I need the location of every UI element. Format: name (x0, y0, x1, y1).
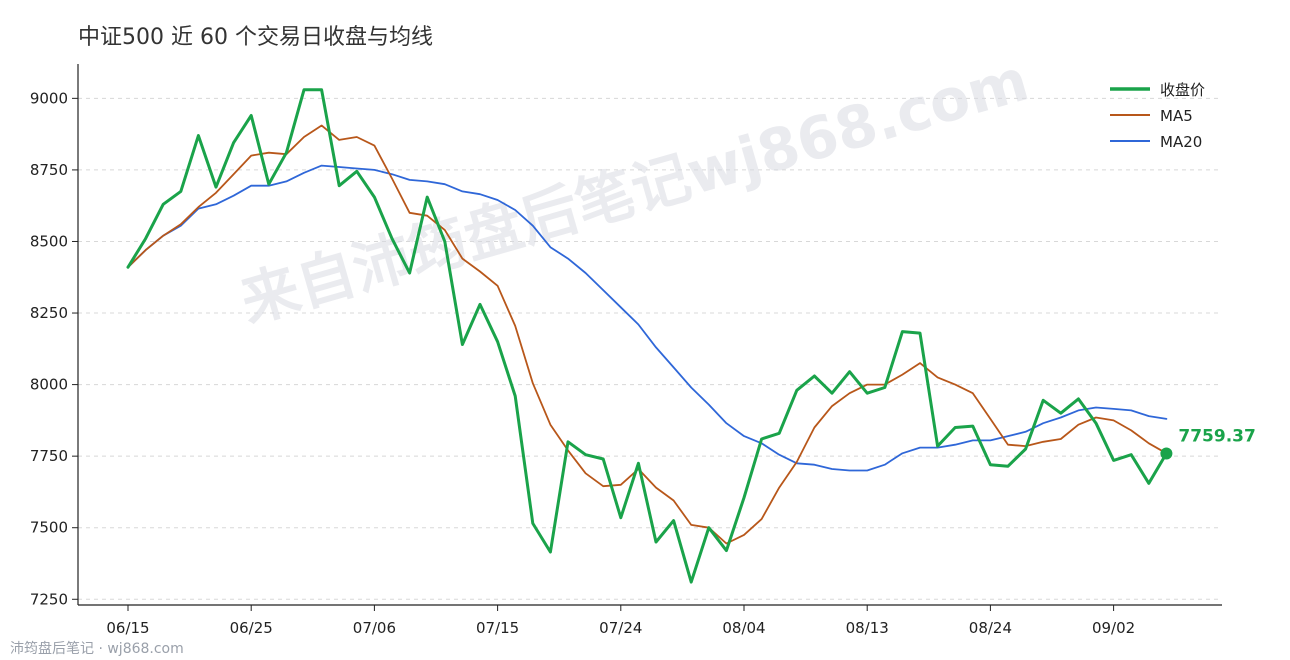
axes-layer: 7250 7500 7750 8000 8250 8500 8750 9000 06/15 06/… (30, 64, 1222, 637)
y-tick-label: 7750 (30, 447, 68, 465)
x-tick-label: 08/24 (969, 619, 1012, 637)
watermark-layer: 来自沛筠盘后笔记wj868.com (233, 46, 1035, 336)
x-tick-label: 08/13 (846, 619, 889, 637)
y-tick-label: 8000 (30, 376, 68, 394)
legend-label: MA20 (1160, 133, 1202, 151)
y-tick-label: 8500 (30, 232, 68, 250)
last-point-marker (1160, 447, 1173, 460)
grid-layer (78, 97, 1222, 600)
series-line-ma20 (127, 164, 1168, 472)
legend: 收盘价 MA5 MA20 (1110, 81, 1205, 151)
y-tick-label: 7500 (30, 519, 68, 537)
series-line-ma5 (127, 124, 1168, 545)
x-tick-label: 09/02 (1092, 619, 1135, 637)
x-tick-label: 07/06 (353, 619, 396, 637)
watermark-text: 来自沛筠盘后笔记wj868.com (233, 46, 1035, 336)
x-tick-label: 07/24 (599, 619, 642, 637)
x-tick-label: 06/25 (230, 619, 273, 637)
y-tick-label: 8250 (30, 304, 68, 322)
legend-label: MA5 (1160, 107, 1193, 125)
x-tick-label: 06/15 (106, 619, 149, 637)
y-tick-label: 9000 (30, 89, 68, 107)
last-value-label: 7759.37 (1178, 426, 1255, 446)
annotation-layer: 7759.37 (1160, 426, 1256, 460)
y-tick-label: 8750 (30, 161, 68, 179)
series-layer (126, 88, 1168, 584)
x-tick-label: 08/04 (722, 619, 765, 637)
footer-watermark: 沛筠盘后笔记 · wj868.com (10, 640, 184, 657)
x-tick-label: 07/15 (476, 619, 519, 637)
legend-label: 收盘价 (1160, 81, 1205, 99)
chart-title: 中证500 近 60 个交易日收盘与均线 (78, 25, 433, 50)
y-tick-label: 7250 (30, 590, 68, 608)
series-line-close (126, 88, 1168, 584)
